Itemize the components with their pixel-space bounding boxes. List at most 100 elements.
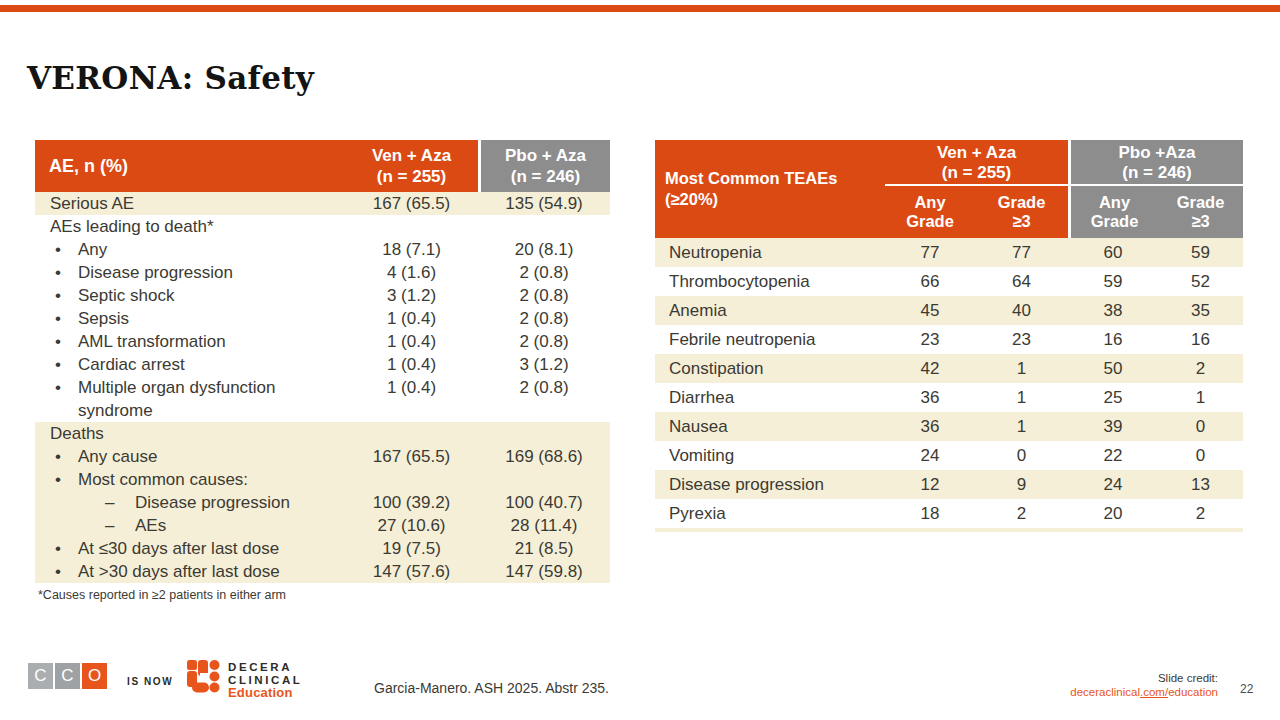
table-row: –Disease progression 100 (39.2) 100 (40.… — [35, 491, 610, 514]
table-row: Disease progression 12 9 24 13 — [655, 470, 1243, 499]
cell: 45 — [885, 301, 975, 321]
cell: 40 — [975, 301, 1068, 321]
cell: 13 — [1158, 475, 1243, 495]
row-label: Constipation — [655, 359, 885, 379]
bullet: • — [55, 445, 78, 468]
cell: 22 — [1068, 446, 1158, 466]
cco-logo-letter: C — [28, 663, 53, 689]
slide-credit-label: Slide credit: — [1070, 672, 1218, 686]
table-row: Constipation 42 1 50 2 — [655, 354, 1243, 383]
cell: 18 — [885, 504, 975, 524]
ae-table-header: AE, n (%) Ven + Aza (n = 255) Pbo + Aza … — [35, 140, 610, 192]
cell: 24 — [1068, 475, 1158, 495]
cell: 2 — [975, 504, 1068, 524]
table-row: •AML transformation 1 (0.4) 2 (0.8) — [35, 330, 610, 353]
cell: 23 — [885, 330, 975, 350]
cell: 24 — [885, 446, 975, 466]
row-label: AEs leading to death* — [50, 215, 214, 238]
brand-line: DECERA — [228, 661, 302, 674]
cell-ven: 1 (0.4) — [345, 376, 478, 399]
brand-line: Education — [228, 686, 302, 700]
cell: 77 — [975, 243, 1068, 263]
row-label: Febrile neutropenia — [655, 330, 885, 350]
row-label: Disease progression — [655, 475, 885, 495]
bullet: • — [55, 560, 78, 583]
footnote: *Causes reported in ≥2 patients in eithe… — [35, 588, 610, 602]
cell-pbo: 3 (1.2) — [478, 353, 610, 376]
table-row: •Sepsis 1 (0.4) 2 (0.8) — [35, 307, 610, 330]
slide-credit: Slide credit: deceraclinical.com/educati… — [1070, 672, 1218, 699]
table-row: Serious AE 167 (65.5) 135 (54.9) — [35, 192, 610, 215]
teae-header-ven-aza: Ven + Aza (n = 255) — [885, 140, 1068, 186]
cell-pbo: 169 (68.6) — [478, 445, 610, 468]
cell-pbo: 2 (0.8) — [478, 261, 610, 284]
cell: 1 — [975, 359, 1068, 379]
cell-pbo: 21 (8.5) — [478, 537, 610, 560]
cell-pbo: 2 (0.8) — [478, 330, 610, 353]
bullet: • — [55, 376, 78, 399]
cell-ven: 147 (57.6) — [345, 560, 478, 583]
cell: 60 — [1068, 243, 1158, 263]
cell-ven: 18 (7.1) — [345, 238, 478, 261]
page-number: 22 — [1240, 682, 1253, 696]
bullet: • — [55, 468, 78, 491]
cell-ven: 1 (0.4) — [345, 330, 478, 353]
is-now-label: IS NOW — [127, 676, 173, 687]
slide-credit-link[interactable]: deceraclinical.com/education — [1070, 686, 1218, 698]
cell-pbo: 2 (0.8) — [478, 284, 610, 307]
cell: 0 — [1158, 417, 1243, 437]
cco-logo-letter: C — [55, 663, 80, 689]
cco-logo: C C O — [28, 663, 107, 689]
row-label: Neutropenia — [655, 243, 885, 263]
bullet: • — [55, 353, 78, 376]
decera-logo-icon — [187, 660, 220, 693]
row-label: Thrombocytopenia — [655, 272, 885, 292]
row-label: Disease progression — [78, 261, 233, 284]
row-label: Disease progression — [135, 491, 290, 514]
cell: 16 — [1068, 330, 1158, 350]
cco-logo-letter: O — [82, 663, 107, 689]
table-row: AEs leading to death* — [35, 215, 610, 238]
cell-ven: 19 (7.5) — [345, 537, 478, 560]
cell-ven: 1 (0.4) — [345, 353, 478, 376]
cell-pbo: 100 (40.7) — [478, 491, 610, 514]
table-row: •Most common causes: — [35, 468, 610, 491]
page-title: VERONA: Safety — [27, 60, 314, 96]
table-row: Deaths — [35, 422, 610, 445]
cell: 77 — [885, 243, 975, 263]
cell: 36 — [885, 388, 975, 408]
teae-table-header: Most Common TEAEs (≥20%) Ven + Aza (n = … — [655, 140, 1243, 238]
row-label: AML transformation — [78, 330, 226, 353]
citation: Garcia-Manero. ASH 2025. Abstr 235. — [374, 680, 609, 696]
cell: 66 — [885, 272, 975, 292]
table-row: •Multiple organ dysfunction syndrome 1 (… — [35, 376, 610, 422]
cell-ven: 27 (10.6) — [345, 514, 478, 537]
cell: 12 — [885, 475, 975, 495]
ae-header-pbo-aza: Pbo + Aza (n = 246) — [478, 140, 610, 192]
row-label: Vomiting — [655, 446, 885, 466]
cell: 50 — [1068, 359, 1158, 379]
cell: 0 — [1158, 446, 1243, 466]
table-row: Nausea 36 1 39 0 — [655, 412, 1243, 441]
cell: 38 — [1068, 301, 1158, 321]
table-row: Anemia 45 40 38 35 — [655, 296, 1243, 325]
bullet: • — [55, 330, 78, 353]
cell: 9 — [975, 475, 1068, 495]
cell-pbo: 20 (8.1) — [478, 238, 610, 261]
cell: 0 — [975, 446, 1068, 466]
row-label: Cardiac arrest — [78, 353, 185, 376]
cell: 25 — [1068, 388, 1158, 408]
cell: 59 — [1068, 272, 1158, 292]
cell: 16 — [1158, 330, 1243, 350]
cell-pbo: 28 (11.4) — [478, 514, 610, 537]
row-label: Any cause — [78, 445, 157, 468]
teae-table: Most Common TEAEs (≥20%) Ven + Aza (n = … — [655, 140, 1243, 532]
subheader-any-grade: Any Grade — [1068, 186, 1158, 238]
teae-header-label: Most Common TEAEs (≥20%) — [655, 140, 885, 238]
row-label: Multiple organ dysfunction syndrome — [78, 376, 345, 422]
ae-header-ven-aza: Ven + Aza (n = 255) — [345, 140, 478, 192]
table-row: •Septic shock 3 (1.2) 2 (0.8) — [35, 284, 610, 307]
cell-ven: 167 (65.5) — [345, 445, 478, 468]
cell-pbo: 2 (0.8) — [478, 376, 610, 399]
table-row: Febrile neutropenia 23 23 16 16 — [655, 325, 1243, 354]
